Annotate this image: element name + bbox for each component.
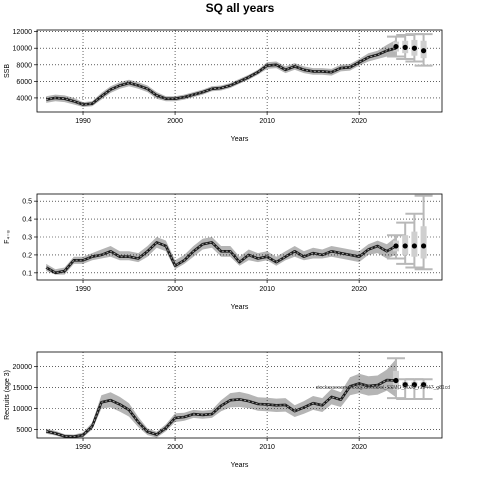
projection-box xyxy=(420,226,427,259)
y-tick-label: 0.4 xyxy=(22,217,32,224)
y-tick-label: 12000 xyxy=(13,29,33,36)
y-tick-label: 10000 xyxy=(13,406,33,413)
projection-point xyxy=(402,44,408,50)
y-tick-label: 0.5 xyxy=(22,199,32,206)
confidence-band xyxy=(46,359,396,439)
x-tick-label: 2000 xyxy=(167,444,183,451)
y-tick-label: 0.1 xyxy=(22,270,32,277)
x-tick-label: 1990 xyxy=(75,286,91,293)
x-axis-label: Years xyxy=(231,304,249,311)
x-tick-label: 1990 xyxy=(75,118,91,125)
y-tick-label: 20000 xyxy=(13,364,33,371)
plot-frame xyxy=(36,351,443,439)
chart-panel-3: 1990 2000 2010 2020 5000 10000 15000 20000 Years… xyxy=(4,351,450,469)
estimate-line-dash xyxy=(46,47,397,106)
source-annotation: stockassessment.org:Shetland_SSMO_2025_r… xyxy=(316,385,450,391)
chart-panel-2: 1990 2000 2010 2020 0.1 0.2 0.3 0.4 0.5 Years F₄₋₈ xyxy=(4,193,443,311)
projection-point xyxy=(411,382,417,388)
y-tick-label: 8000 xyxy=(16,62,32,69)
y-tick-label: 5000 xyxy=(16,427,32,434)
estimate-line-dash xyxy=(46,379,397,438)
x-axis-label: Years xyxy=(231,462,249,469)
x-tick-label: 2000 xyxy=(167,118,183,125)
estimate-line-dash xyxy=(45,241,397,274)
projection-point xyxy=(411,243,417,249)
x-tick-label: 2010 xyxy=(259,118,275,125)
projection-point xyxy=(393,377,399,384)
projection-point xyxy=(402,382,408,388)
plot-frame xyxy=(36,29,443,113)
confidence-band xyxy=(46,237,396,275)
y-axis-label: F₄₋₈ xyxy=(4,230,11,244)
x-axis-label: Years xyxy=(231,136,249,143)
projection-point xyxy=(393,243,399,249)
projection-point xyxy=(393,43,399,50)
projection-point xyxy=(411,45,417,51)
x-tick-label: 1990 xyxy=(75,444,91,451)
y-tick-label: 4000 xyxy=(16,95,32,102)
confidence-band xyxy=(46,39,396,107)
y-tick-label: 0.2 xyxy=(22,252,32,259)
x-tick-label: 2020 xyxy=(351,286,367,293)
x-tick-label: 2000 xyxy=(167,286,183,293)
x-tick-label: 2020 xyxy=(351,118,367,125)
projection-point xyxy=(402,243,408,249)
y-axis-label: SSB xyxy=(4,64,11,78)
y-tick-label: 6000 xyxy=(16,79,32,86)
x-tick-label: 2010 xyxy=(259,286,275,293)
y-tick-label: 15000 xyxy=(13,385,33,392)
y-tick-label: 10000 xyxy=(13,46,33,53)
y-axis-label: Recruits (age 3) xyxy=(4,370,11,420)
y-tick-label: 0.3 xyxy=(22,235,32,242)
projection-point xyxy=(420,382,427,388)
chart-title: SQ all years xyxy=(206,1,275,15)
projection-point xyxy=(420,48,427,54)
x-tick-label: 2020 xyxy=(351,444,367,451)
x-tick-label: 2010 xyxy=(259,444,275,451)
chart-panel-1: 1990 2000 2010 2020 4000 6000 8000 10000 12000 Ye… xyxy=(4,29,443,143)
projection-point xyxy=(420,243,427,249)
